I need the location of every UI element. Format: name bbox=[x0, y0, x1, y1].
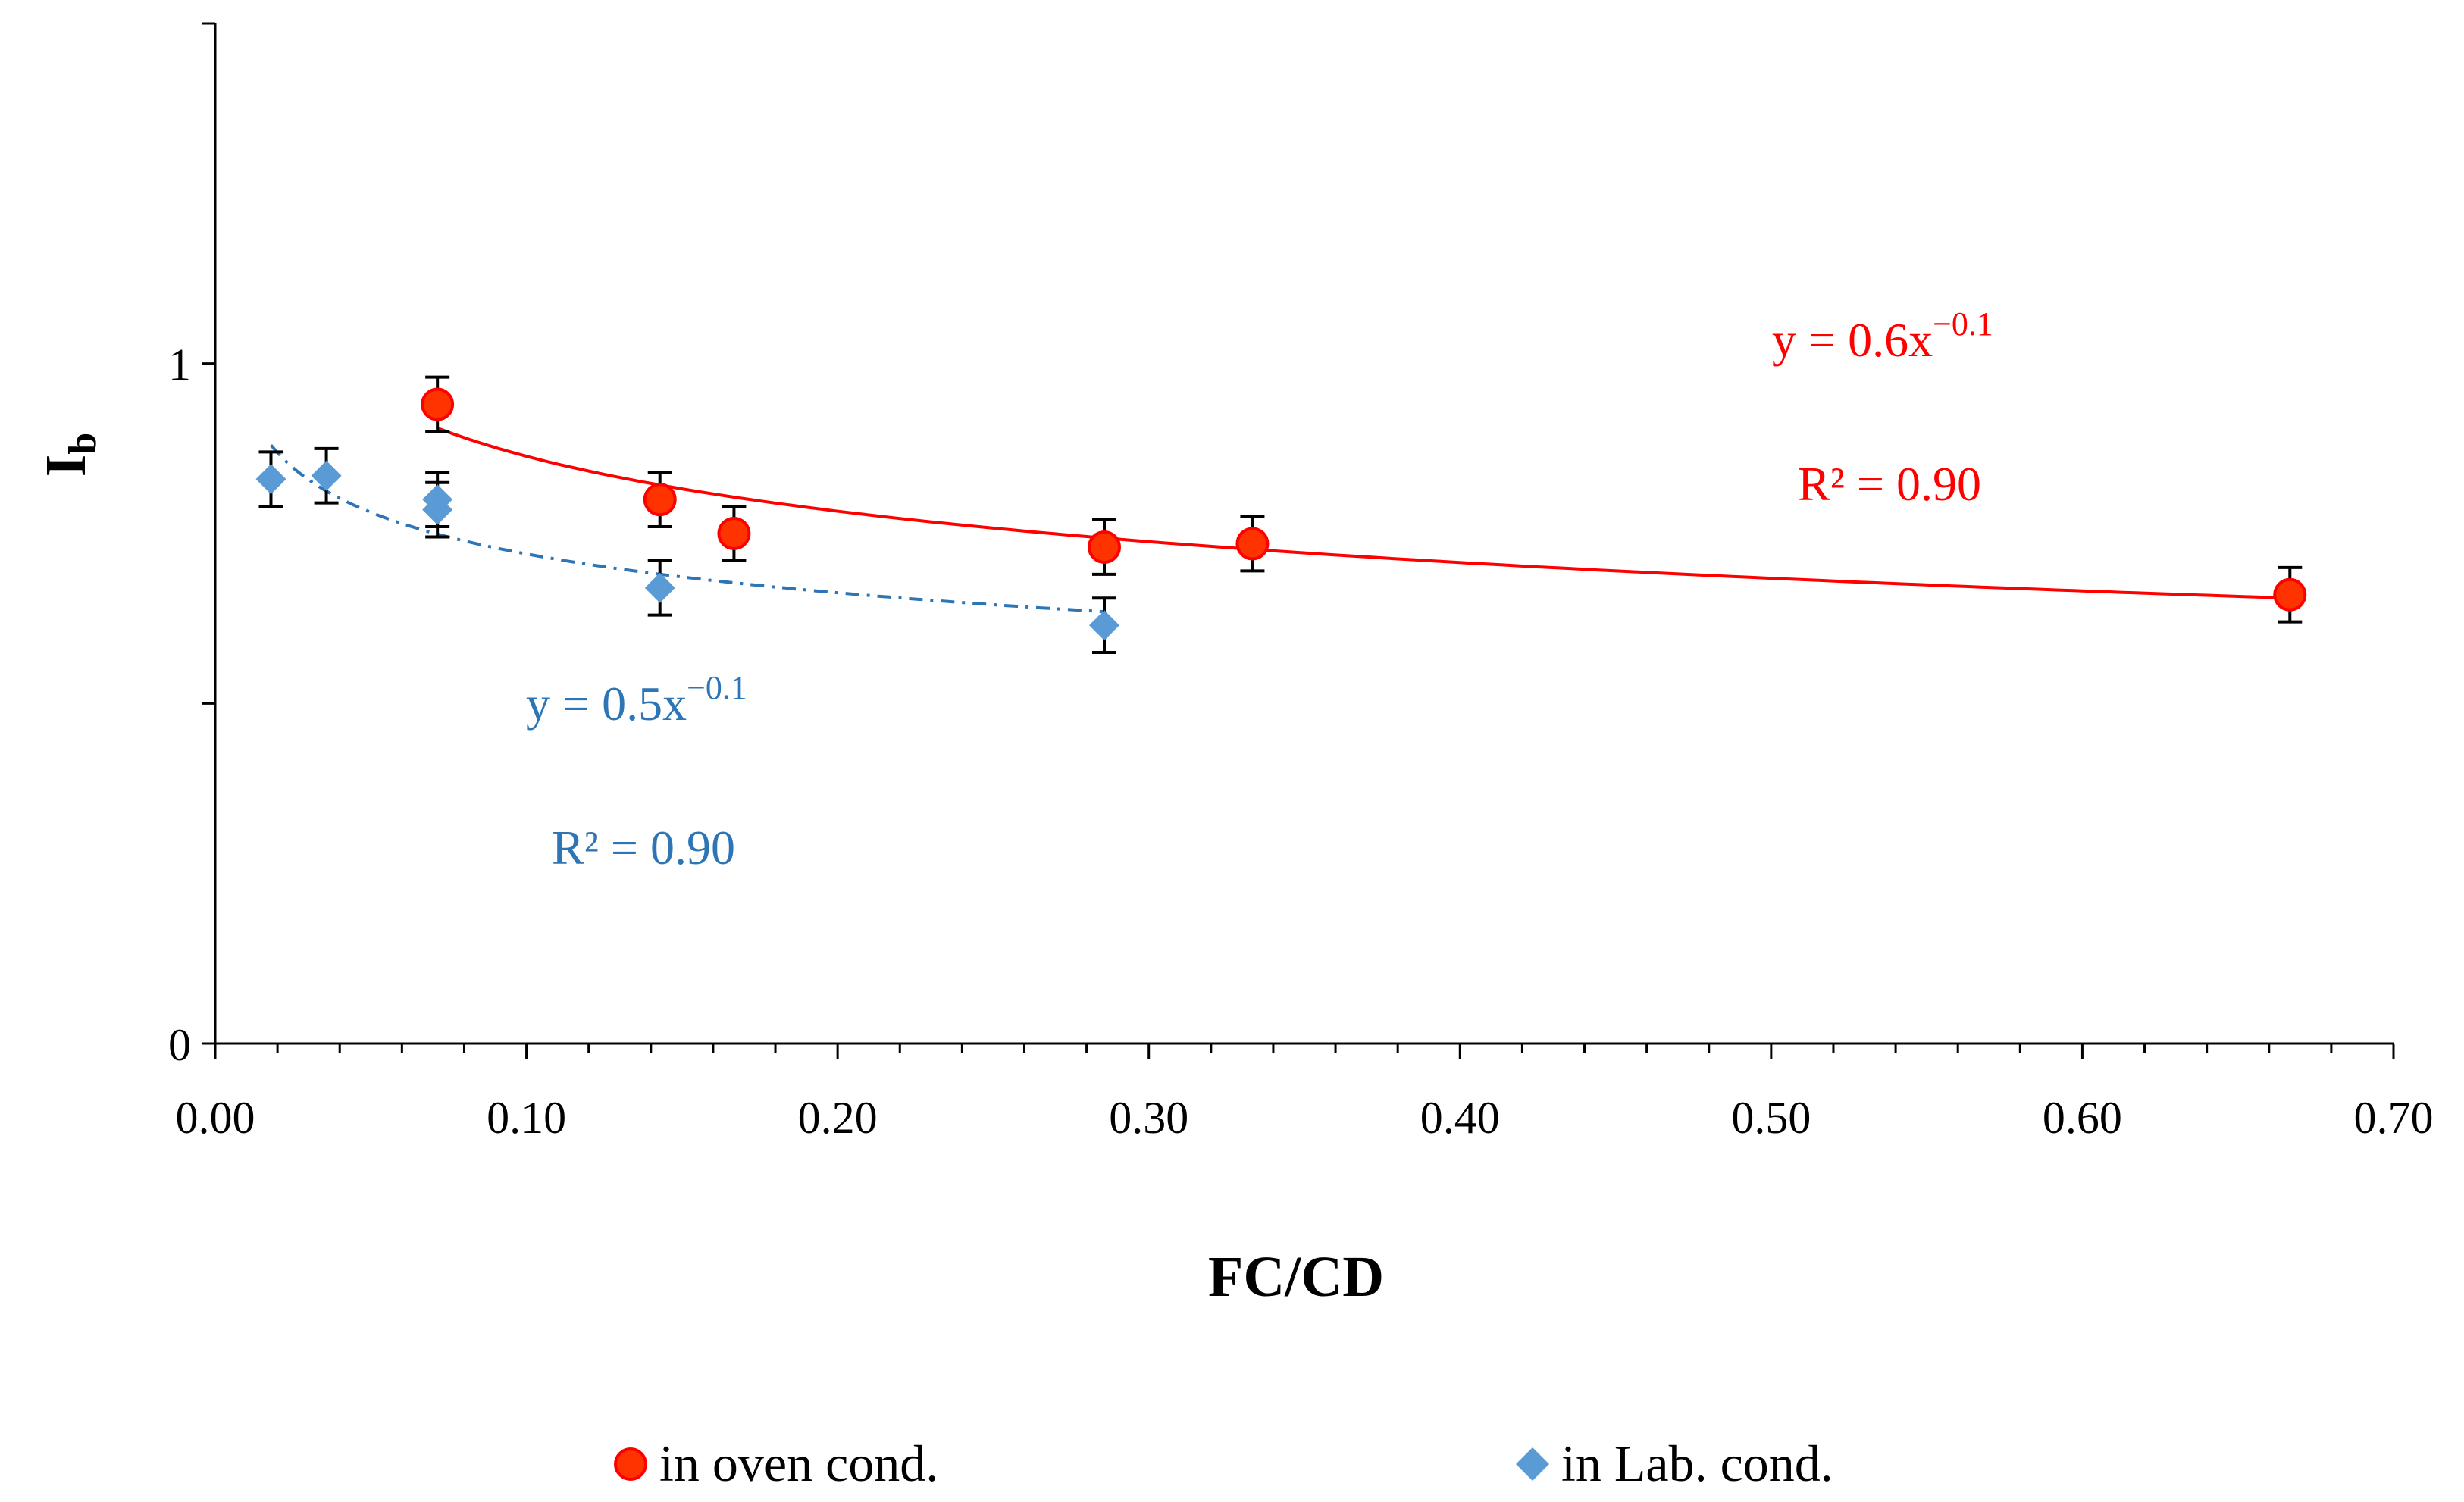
oven-r-squared: R² = 0.90 bbox=[1798, 457, 1981, 511]
oven-trend-equation: y = 0.6x−0.1 bbox=[1772, 305, 1993, 367]
legend-lab-label: in Lab. cond. bbox=[1561, 1435, 1833, 1492]
x-tick-label: 0.30 bbox=[1109, 1093, 1188, 1143]
lab-data-point bbox=[311, 460, 342, 491]
error-bars bbox=[258, 375, 2303, 655]
lab-trendline bbox=[269, 443, 1105, 614]
x-tick-label: 0.60 bbox=[2043, 1093, 2122, 1143]
legend-oven-marker bbox=[614, 1447, 647, 1481]
oven-data-point bbox=[421, 387, 455, 421]
lab-data-point bbox=[255, 464, 286, 495]
y-ticks: 01 bbox=[168, 22, 215, 1070]
lab-data-point bbox=[422, 494, 453, 525]
oven-data-point bbox=[643, 483, 677, 517]
x-tick-label: 0.10 bbox=[487, 1093, 566, 1143]
lab-trend-equation: y = 0.5x−0.1 bbox=[526, 669, 747, 731]
lab-data-point bbox=[1089, 610, 1120, 641]
x-tick-label: 0.70 bbox=[2354, 1093, 2434, 1143]
lab-r-squared: R² = 0.90 bbox=[552, 821, 735, 875]
oven-data-point bbox=[2273, 577, 2307, 612]
legend-lab-marker bbox=[1516, 1447, 1549, 1481]
lab-data-point bbox=[644, 572, 675, 603]
x-tick-label: 0.50 bbox=[1731, 1093, 1811, 1143]
data-markers bbox=[255, 387, 2307, 641]
legend-item-lab: in Lab. cond. bbox=[1516, 1435, 1833, 1492]
oven-data-point bbox=[1088, 530, 1122, 564]
y-axis-title-sub: b bbox=[61, 433, 105, 455]
y-axis-title-main: I bbox=[34, 455, 98, 477]
x-ticks: 0.00 0.10 0.20 0.30 0.40 0.50 0.60 0.70 bbox=[176, 1044, 2434, 1143]
oven-trendline bbox=[437, 427, 2290, 600]
y-tick-label: 1 bbox=[168, 340, 191, 390]
x-tick-label: 0.20 bbox=[798, 1093, 878, 1143]
legend: in oven cond. in Lab. cond. bbox=[614, 1435, 1833, 1492]
x-tick-label: 0.00 bbox=[176, 1093, 255, 1143]
plot-area: 01 0.00 0.10 0.20 0.30 0.40 0.50 0.60 0.70 bbox=[168, 22, 2434, 1143]
oven-data-point bbox=[1235, 527, 1270, 561]
x-tick-label: 0.40 bbox=[1420, 1093, 1500, 1143]
legend-item-oven: in oven cond. bbox=[614, 1435, 938, 1492]
legend-oven-label: in oven cond. bbox=[659, 1435, 938, 1492]
trendlines bbox=[269, 427, 2290, 614]
y-axis-title: Ib bbox=[34, 433, 105, 477]
y-tick-label: 0 bbox=[168, 1020, 191, 1070]
oven-data-point bbox=[717, 517, 751, 550]
x-axis-title: FC/CD bbox=[1208, 1245, 1384, 1309]
